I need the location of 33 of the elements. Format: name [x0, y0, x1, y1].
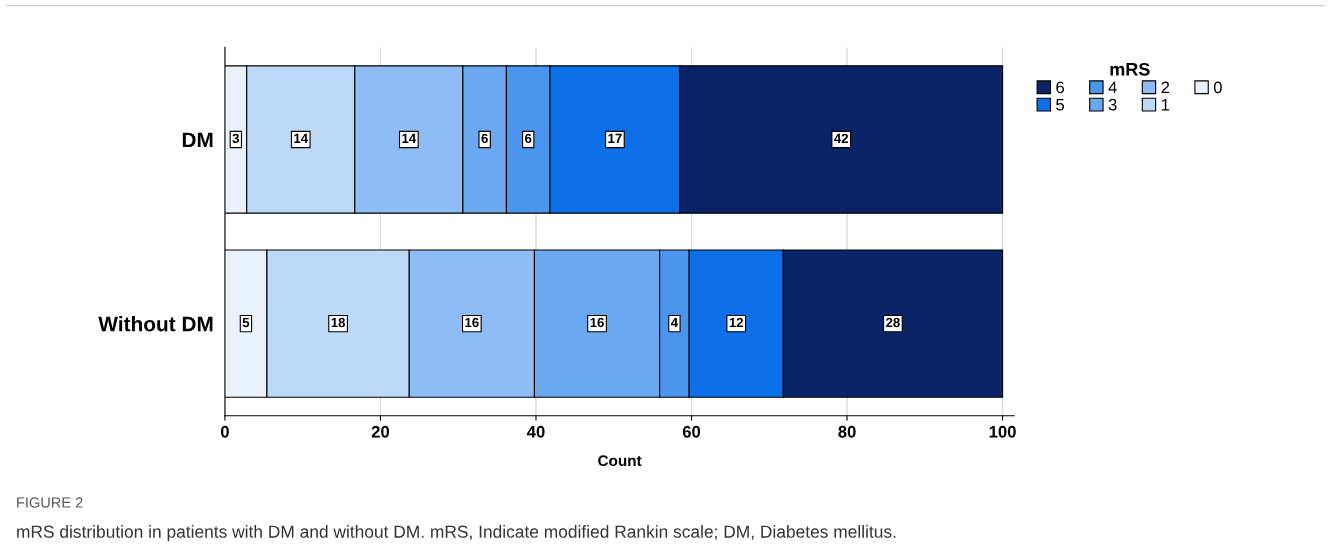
caption: FIGURE 2	[17, 497, 83, 508]
legend-label: 3	[1108, 98, 1117, 111]
data-label: 18	[331, 317, 346, 328]
y-tick-label: DM	[182, 132, 213, 148]
data-label: 17	[608, 133, 622, 143]
data-label: 5	[242, 317, 250, 328]
data-label: 12	[729, 317, 744, 328]
x-tick-label: 100	[989, 425, 1016, 438]
legend-title: mRS	[1110, 62, 1150, 76]
data-label: 6	[481, 133, 488, 144]
data-label: 14	[294, 133, 309, 143]
legend-label: 0	[1213, 81, 1222, 94]
x-tick-label: 80	[838, 425, 856, 438]
x-tick-label: 60	[682, 425, 701, 438]
legend-label: 1	[1161, 98, 1170, 111]
data-label: 42	[834, 133, 849, 143]
text: mRS distribution in patients with DM and without DM. mRS, Indicate modified Rankin scale; DM, Diabetes mellitus.	[17, 525, 896, 542]
data-label: 28	[886, 317, 900, 328]
x-tick-label: 0	[220, 425, 229, 438]
data-label: 4	[670, 317, 678, 328]
legend-label: 2	[1161, 81, 1170, 94]
legend-label: 5	[1056, 98, 1065, 111]
x-tick-label: 20	[371, 425, 390, 438]
legend-label: 4	[1108, 81, 1117, 94]
data-label: 14	[402, 133, 417, 143]
x-axis-title: Count	[598, 455, 642, 467]
data-label: 16	[465, 317, 479, 328]
data-label: 6	[525, 133, 532, 144]
legend-label: 6	[1056, 81, 1064, 94]
x-tick-label: 40	[526, 425, 545, 438]
data-label: 16	[590, 317, 604, 328]
data-label: 3	[232, 133, 240, 144]
y-tick-label: Without DM	[98, 316, 213, 332]
